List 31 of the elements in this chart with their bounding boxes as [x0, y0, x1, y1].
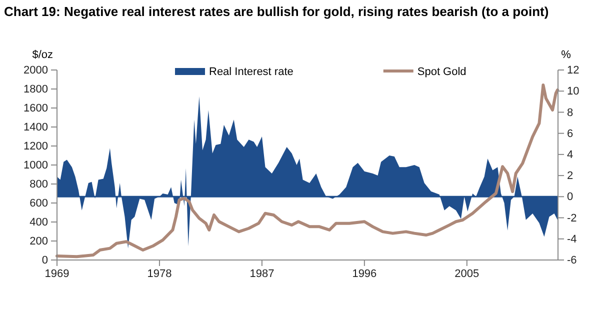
y2-tick-label: -4: [567, 233, 577, 246]
y-tick-label: 200: [30, 236, 48, 248]
y-tick-label: 600: [30, 198, 48, 210]
y-tick-label: 0: [42, 254, 48, 267]
y-tick-label: 800: [30, 178, 48, 191]
y2-axis-title: %: [561, 49, 572, 61]
legend-label: Spot Gold: [417, 66, 466, 78]
y2-tick-label: 2: [567, 170, 574, 182]
y2-tick-label: 10: [567, 86, 580, 98]
y2-tick-label: 6: [567, 128, 574, 140]
y2-tick-label: -6: [567, 254, 577, 267]
chart-title: Chart 19: Negative real interest rates are bullish for gold, rising rates bearish (to a point): [4, 4, 549, 19]
y2-tick-label: 8: [567, 106, 574, 119]
y-tick-label: 2000: [24, 64, 48, 77]
y-tick-label: 1400: [24, 122, 48, 134]
x-tick-label: 1969: [44, 268, 70, 280]
y2-tick-label: -2: [567, 212, 577, 224]
x-tick-label: 1978: [147, 268, 172, 280]
x-tick-label: 2005: [454, 268, 480, 280]
x-tick-label: 1987: [250, 268, 274, 280]
y-tick-label: 1000: [24, 160, 48, 172]
y2-tick-label: 12: [567, 64, 580, 77]
legend-label: Real Interest rate: [209, 66, 294, 78]
y2-tick-label: 4: [567, 148, 574, 161]
y-tick-label: 1200: [24, 140, 48, 153]
y-tick-label: 1800: [24, 84, 48, 96]
y-tick-label: 400: [30, 216, 48, 229]
y-tick-label: 1600: [24, 102, 48, 115]
y-axis-title: $/oz: [32, 49, 53, 61]
y2-tick-label: 0: [567, 191, 574, 204]
x-tick-label: 1996: [352, 268, 377, 280]
